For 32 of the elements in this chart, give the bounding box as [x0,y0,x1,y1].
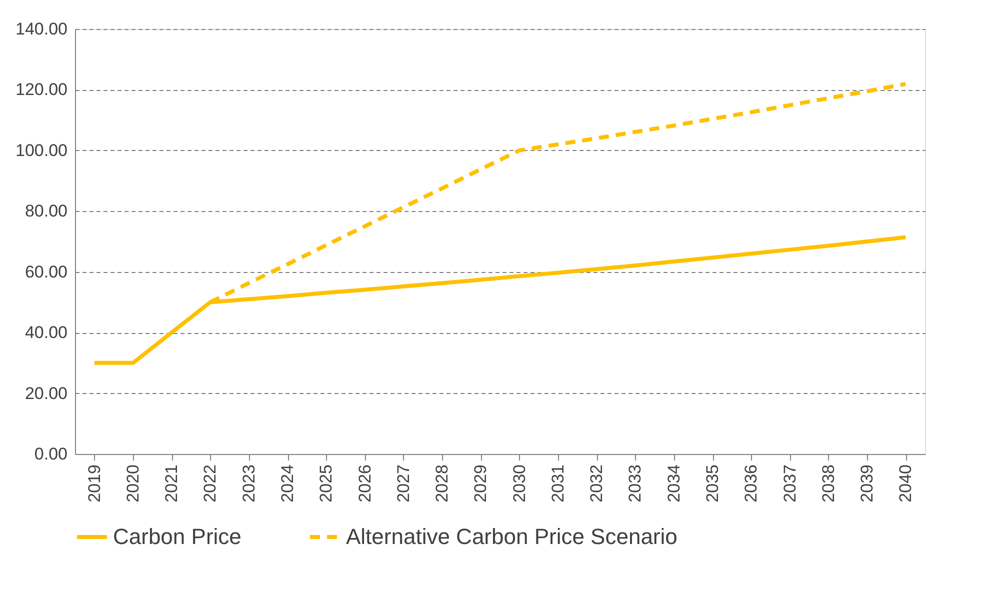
x-tick-label: 2032 [587,464,606,502]
y-tick-label: 40.00 [24,323,68,342]
x-tick-label: 2033 [626,464,645,502]
x-tick-label: 2021 [162,464,182,502]
x-tick-label: 2020 [123,464,142,502]
x-tick-label: 2024 [278,464,297,502]
x-tick-label: 2029 [471,464,490,502]
x-tick-label: 2035 [703,464,722,502]
x-tick-label: 2023 [239,464,258,502]
x-tick-label: 2022 [200,464,220,502]
x-tick-label: 2028 [432,464,452,502]
y-tick-label: 60.00 [24,262,68,282]
x-tick-label: 2034 [664,464,684,502]
y-tick-label: 140.00 [16,20,68,38]
x-tick-label: 2036 [742,464,761,502]
x-tick-label: 2019 [84,464,104,502]
y-tick-label: 80.00 [24,202,68,221]
x-tick-label: 2027 [394,464,413,502]
x-tick-label: 2031 [548,464,568,502]
x-tick-label: 2037 [780,464,800,502]
x-tick-label: 2040 [896,464,916,502]
legend-label: Carbon Price [113,524,242,549]
x-tick-label: 2026 [355,464,374,502]
x-tick-label: 2038 [818,464,838,502]
x-tick-label: 2030 [510,464,529,502]
x-tick-label: 2039 [858,464,877,502]
y-tick-label: 100.00 [16,140,68,160]
x-tick-label: 2025 [316,464,336,502]
legend-label: Alternative Carbon Price Scenario [346,524,678,549]
y-tick-label: 20.00 [24,384,68,403]
y-tick-label: 0.00 [34,444,68,464]
y-tick-label: 120.00 [16,80,68,100]
